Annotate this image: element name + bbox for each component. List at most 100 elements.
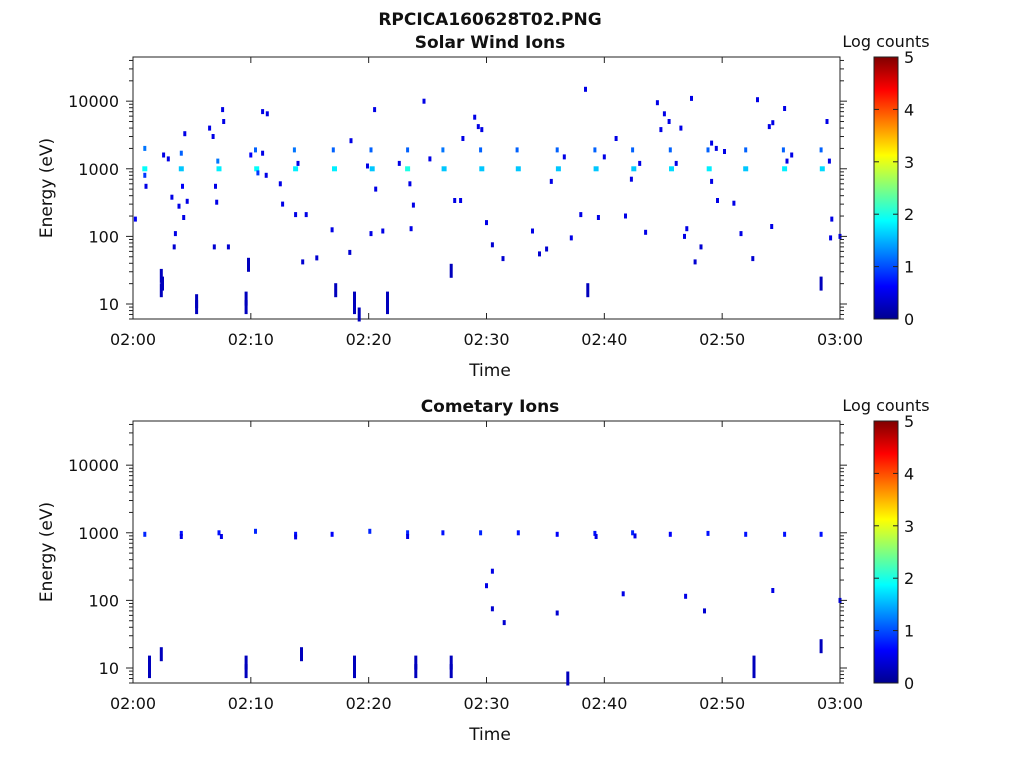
data-cell [353, 300, 356, 315]
x-axis-label-solar-wind: Time [468, 361, 511, 381]
data-cell [366, 163, 369, 169]
data-cell [631, 530, 635, 536]
data-cell [185, 198, 189, 204]
y-tick-label: 10000 [68, 92, 119, 111]
colorbar-tick-label: 2 [904, 569, 914, 588]
data-cell [716, 198, 719, 203]
data-cell [441, 147, 445, 153]
data-cell [515, 166, 521, 172]
data-cell [386, 291, 389, 306]
colorbar-tick-label: 1 [904, 258, 914, 277]
x-tick-label: 03:00 [817, 694, 863, 713]
data-cell [441, 166, 447, 172]
data-cell [480, 127, 484, 133]
data-cell [566, 671, 570, 686]
data-cell [300, 647, 303, 662]
data-cell [829, 235, 833, 241]
data-cell [668, 531, 672, 537]
x-axis-label-cometary: Time [468, 725, 511, 745]
data-cell [629, 176, 633, 182]
data-cell [662, 111, 666, 117]
colorbar-tick-label: 1 [904, 622, 914, 641]
data-cell [264, 172, 268, 178]
data-cell [555, 531, 559, 537]
data-cell [614, 136, 618, 141]
axes-cometary: 02:00 02:10 02:20 02:30 02:40 02:50 03:00 10 100… [68, 421, 863, 713]
colorbar-tick-label: 4 [904, 100, 914, 119]
data-cell [294, 534, 298, 540]
y-tick-label: 100 [88, 591, 119, 610]
data-cell [699, 244, 703, 250]
data-cell [414, 655, 418, 670]
data-cell [369, 166, 375, 172]
data-cell [217, 530, 221, 536]
data-cell [744, 147, 748, 153]
data-cell [406, 530, 410, 536]
data-cell [502, 620, 506, 626]
data-cell [710, 178, 714, 184]
data-cell [173, 231, 177, 237]
data-cell [602, 154, 606, 160]
data-cell [331, 147, 335, 153]
data-cell [683, 233, 686, 239]
data-cell [249, 152, 253, 158]
data-cell [449, 664, 453, 679]
data-cell [555, 610, 559, 616]
data-cell [181, 183, 184, 189]
y-tick-label: 1000 [78, 160, 119, 179]
data-cell [166, 156, 170, 162]
data-cell [767, 124, 771, 130]
data-cell [545, 246, 549, 252]
data-cell [353, 291, 356, 306]
colorbar-tick-label: 3 [904, 153, 914, 172]
data-cell [593, 147, 597, 153]
data-cell [756, 97, 759, 103]
data-cell [195, 300, 199, 315]
data-cell [684, 593, 688, 599]
data-cell [177, 203, 181, 209]
data-cell [334, 283, 338, 298]
panel-solar-wind: Solar Wind Ions 02:00 02:10 02:20 02:30 02:4… [37, 32, 930, 381]
data-cell [179, 534, 183, 539]
data-cell [679, 125, 683, 131]
data-cell [593, 530, 597, 536]
data-cell [406, 534, 410, 539]
data-cell [515, 147, 519, 153]
data-cell [144, 183, 148, 189]
data-cell [655, 100, 659, 106]
data-cell [211, 134, 215, 139]
panel-title-cometary: Cometary Ions [421, 397, 560, 417]
data-cell [743, 166, 749, 172]
data-cell [381, 228, 385, 234]
data-cell [479, 147, 483, 153]
data-cell [332, 166, 337, 172]
data-cell [783, 531, 787, 537]
data-cell [254, 147, 257, 153]
data-cell [790, 152, 794, 158]
data-cell [732, 200, 736, 206]
data-cell [215, 199, 219, 205]
data-cell [261, 150, 265, 156]
data-cell [783, 106, 787, 111]
data-cell [638, 160, 642, 166]
data-cell [569, 235, 573, 241]
data-cell [562, 154, 566, 160]
data-cell [212, 244, 216, 250]
data-cell [644, 229, 648, 235]
data-cell [621, 591, 625, 597]
panel-cometary: Cometary Ions 02:00 02:10 02:20 02:30 02:40 0… [37, 396, 930, 745]
x-tick-label: 02:10 [228, 694, 274, 713]
data-cell [179, 530, 183, 536]
data-cell [771, 120, 775, 126]
data-cell [414, 664, 418, 679]
colorbar-label-solar-wind: Log counts [842, 32, 929, 51]
data-cell [485, 220, 488, 226]
data-cell [819, 276, 823, 291]
data-cell [208, 125, 212, 131]
data-cell [244, 664, 248, 679]
data-cell [222, 119, 226, 124]
y-tick-label: 10 [99, 659, 119, 678]
data-cell [294, 531, 298, 537]
data-cell [368, 528, 372, 534]
